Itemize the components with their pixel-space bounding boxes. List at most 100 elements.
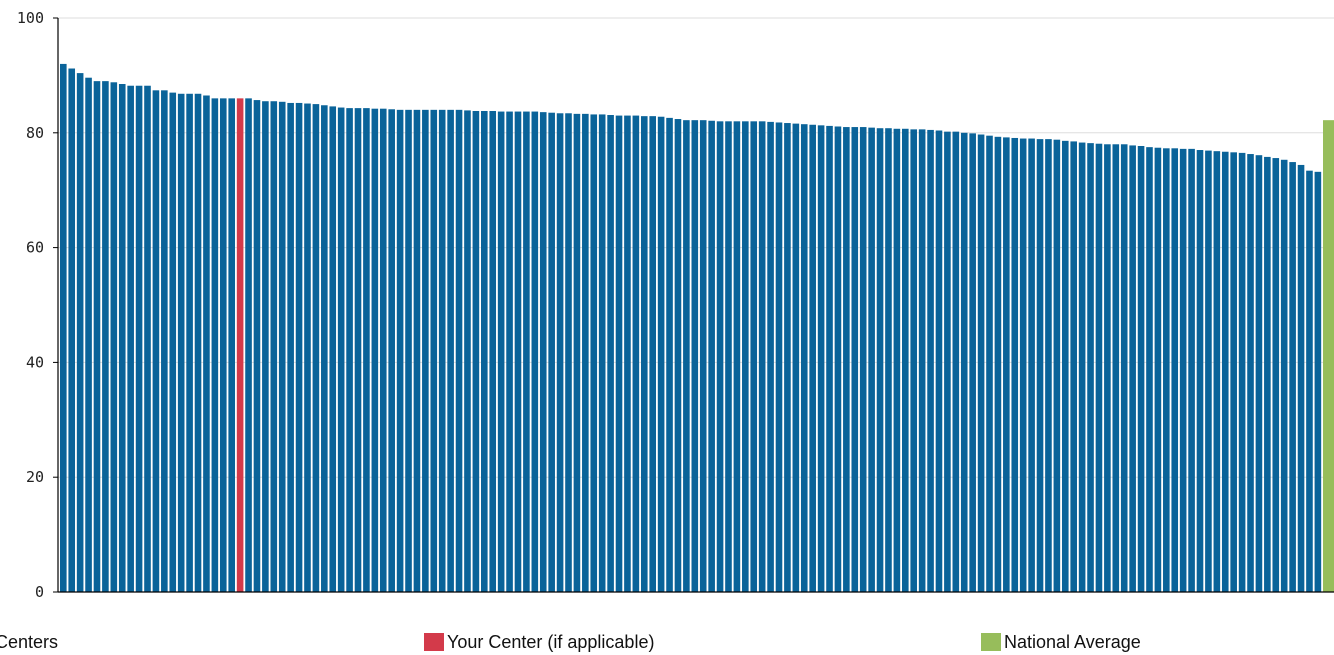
- bar-center: [750, 121, 758, 592]
- bar-center: [994, 136, 1002, 592]
- bar-center: [1112, 144, 1120, 592]
- bar-center: [1213, 151, 1221, 593]
- bars: [60, 63, 1334, 593]
- bar-center: [1129, 145, 1136, 592]
- bar-center: [337, 107, 345, 592]
- bar-center: [624, 115, 631, 592]
- bar-center: [918, 129, 926, 593]
- legend-label-your-center: Your Center (if applicable): [447, 631, 655, 652]
- bar-center: [1104, 144, 1111, 592]
- bar-center: [1003, 137, 1010, 592]
- bar-center: [927, 129, 934, 592]
- bar-center: [944, 131, 951, 592]
- bar-center: [809, 124, 816, 592]
- bar-center: [346, 108, 353, 593]
- bar-center: [455, 109, 463, 592]
- bar-center: [1238, 152, 1246, 592]
- bar-center: [800, 124, 808, 592]
- y-tick-label: 20: [26, 468, 44, 486]
- bar-center: [573, 113, 581, 593]
- bar-center: [321, 105, 328, 592]
- bar-center: [312, 104, 320, 592]
- bar-center: [986, 135, 993, 593]
- bar-center: [1163, 148, 1170, 593]
- bar-center: [876, 128, 884, 592]
- bar-center: [1188, 148, 1195, 592]
- legend-label-national-average: National Average: [1004, 631, 1141, 652]
- bar-center: [438, 109, 446, 592]
- bar-center: [203, 95, 210, 593]
- bar-center: [539, 112, 547, 592]
- bar-center: [1036, 139, 1044, 593]
- bar-center: [1264, 156, 1271, 592]
- bar-center: [481, 110, 488, 593]
- bar-center: [590, 114, 598, 593]
- bar-center: [826, 125, 833, 592]
- bar-center: [169, 92, 177, 593]
- legend-label-centers: re Centers: [0, 631, 59, 652]
- bar-center: [548, 112, 555, 593]
- bar-center: [683, 120, 690, 593]
- bar-center: [194, 93, 202, 593]
- bar-center: [1272, 158, 1280, 592]
- bar-center: [952, 131, 960, 592]
- bar-center: [708, 120, 715, 592]
- bar-center: [565, 113, 572, 592]
- bar-center: [1087, 143, 1094, 592]
- bar-center: [1255, 155, 1263, 592]
- bar-center: [1247, 154, 1254, 593]
- bar-center: [531, 111, 539, 592]
- bar-center: [118, 84, 126, 592]
- bar-center: [1314, 171, 1322, 592]
- bar-center: [1221, 151, 1229, 593]
- bar-center: [405, 109, 412, 592]
- bar-center: [304, 103, 311, 592]
- bar-center: [1179, 148, 1187, 592]
- bar-center: [430, 109, 438, 592]
- bar-center: [969, 133, 976, 592]
- axes: 0 20 40 60 80 100: [17, 9, 1334, 601]
- bar-center: [666, 117, 673, 592]
- bar-center: [523, 111, 530, 592]
- y-tick-label: 80: [26, 124, 44, 142]
- bar-center: [127, 85, 134, 592]
- bar-center: [152, 90, 160, 592]
- bar-center: [514, 111, 522, 592]
- y-tick-label: 0: [35, 583, 44, 601]
- y-tick-label: 40: [26, 353, 44, 371]
- bar-center: [792, 123, 800, 593]
- bar-center: [834, 126, 842, 593]
- bar-center: [144, 85, 151, 592]
- bar-center: [640, 116, 648, 593]
- bar-center: [935, 130, 943, 592]
- bar-center: [329, 106, 337, 593]
- bar-center: [843, 127, 850, 592]
- legend-item-your-center: Your Center (if applicable): [424, 630, 654, 654]
- bar-center: [422, 109, 429, 592]
- bar-center: [413, 109, 421, 592]
- bar-center: [716, 121, 724, 592]
- bar-center: [506, 111, 513, 592]
- bar-center: [893, 128, 901, 592]
- bar-national-average: [1323, 120, 1334, 593]
- bar-center: [447, 109, 454, 592]
- bar-center: [1137, 146, 1145, 592]
- bar-center: [556, 113, 564, 592]
- bar-center: [388, 109, 395, 593]
- bar-center: [228, 98, 235, 593]
- bar-center: [775, 122, 783, 592]
- bar-center: [287, 102, 294, 592]
- bar-center: [102, 81, 109, 592]
- bar-center: [1289, 162, 1296, 592]
- bar-center: [85, 77, 92, 592]
- bar-center: [1154, 147, 1162, 592]
- legend-swatch-national-average: [981, 633, 1001, 651]
- bar-center: [607, 115, 614, 592]
- bar-center: [278, 101, 286, 593]
- bar-center: [379, 108, 387, 592]
- bar-center: [93, 81, 101, 592]
- bar-center: [910, 129, 918, 593]
- bar-center: [219, 98, 227, 593]
- legend-item-centers: re Centers: [0, 630, 58, 654]
- bar-center: [489, 110, 497, 593]
